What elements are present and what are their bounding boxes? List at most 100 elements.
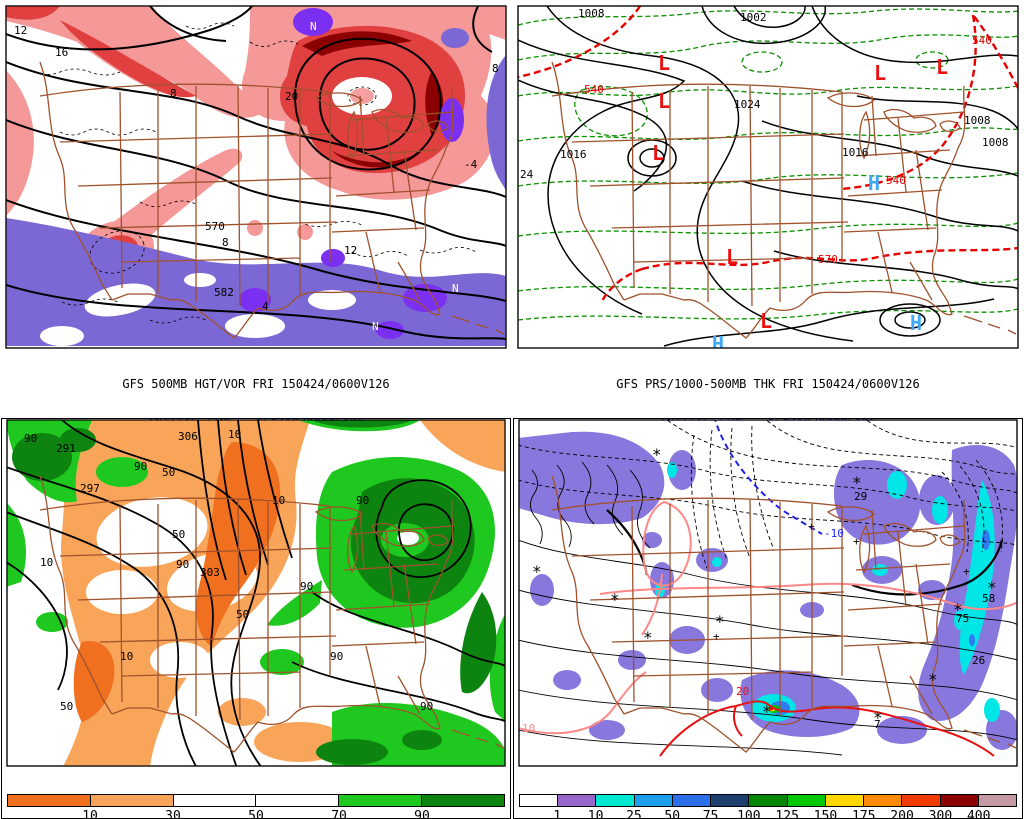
colorbar-tick-label: 125 — [775, 809, 799, 819]
colorbar-strip — [7, 794, 505, 807]
contour-label: 8 — [170, 87, 177, 100]
contour-label: 90 — [134, 460, 147, 473]
colorbar-labels: 1 10 25 50 75 100 125 150 175 200 300 400 — [519, 809, 1017, 819]
contour-label: 90 — [330, 650, 343, 663]
colorbar-tick-label: 150 — [813, 809, 838, 819]
contour-labels: 1008 1002 540 24 1016 1024 1016 1008 1008 540 570 5… — [520, 7, 1009, 266]
pressure-contours — [518, 6, 1018, 347]
contour-label: 10 — [272, 494, 285, 507]
colorbar-segment — [671, 795, 711, 806]
colorbar-segment — [338, 795, 422, 806]
low-marker: L — [874, 61, 886, 85]
contour-label: 90 — [176, 558, 189, 571]
contour-label: 570 — [818, 253, 838, 266]
contour-label: * — [643, 628, 653, 647]
contour-label: 58 — [982, 592, 995, 605]
contour-label: 8 — [492, 62, 499, 75]
contour-label: * — [532, 562, 542, 581]
temp-contours-solid — [519, 461, 1017, 756]
contour-label: 16 — [55, 46, 68, 59]
vorticity-contours-dashed — [29, 22, 477, 324]
map-pmsl-thickness: 1008 1002 540 24 1016 1024 1016 1008 1008 540 570 5… — [517, 5, 1019, 352]
contour-label: 20 — [736, 685, 749, 698]
contour-label: 29 — [854, 490, 867, 503]
colorbar-segment — [172, 795, 256, 806]
low-marker: L — [658, 51, 670, 75]
contour-label: 297 — [80, 482, 100, 495]
contour-label: 10 — [120, 650, 133, 663]
temp-minus10-contour — [714, 420, 823, 535]
temp-plus20-contour — [659, 700, 995, 757]
high-marker: H — [868, 171, 880, 195]
contour-label: 12 — [344, 244, 357, 257]
colorbar-tick-label: 50 — [248, 809, 264, 819]
colorbar-tick-label: 100 — [737, 809, 761, 819]
colorbar-segment — [633, 795, 672, 806]
colorbar-segment — [748, 795, 787, 806]
panel-pmsl-thickness: 1008 1002 540 24 1016 1024 1016 1008 1008 540 570 5… — [512, 0, 1024, 430]
colorbar-segment — [863, 795, 902, 806]
colorbar-segment — [89, 795, 173, 806]
high-pressure-markers: H H H — [712, 171, 922, 352]
colorbar-tick-label: 90 — [414, 809, 430, 819]
contour-label: * — [873, 708, 883, 727]
contour-label: 8 — [222, 236, 229, 249]
colorbar-tick-label: 10 — [82, 809, 98, 819]
contour-label: + — [853, 535, 860, 548]
low-marker: L — [726, 245, 738, 269]
colorbar-tick-label: 10 — [587, 809, 604, 819]
colorbar-segment — [520, 795, 558, 806]
high-marker: H — [712, 332, 724, 352]
low-marker: L — [936, 55, 948, 79]
contour-labels: 90 291 306 10 297 90 50 10 90 50 90 10 303 90 50 90 10 50… — [24, 428, 433, 713]
contour-label: 1008 — [982, 136, 1009, 149]
colorbar-segment — [901, 795, 940, 806]
thickness-contours-green — [518, 8, 1018, 321]
low-marker: L — [760, 309, 772, 333]
colorbar-tick-label: 50 — [664, 809, 681, 819]
contour-label: N — [452, 282, 459, 295]
contour-label: 50 — [60, 700, 73, 713]
contour-label: 303 — [200, 566, 220, 579]
precip-colorbar: 1 10 25 50 75 100 125 150 175 200 300 400 — [519, 794, 1017, 819]
colorbar-segment — [939, 795, 978, 806]
contour-label: 20 — [285, 90, 298, 103]
low-marker: L — [652, 141, 664, 165]
contour-label: + — [713, 630, 720, 643]
contour-label: N — [372, 320, 379, 333]
colorbar-tick-label: 300 — [928, 809, 953, 819]
contour-label: * — [928, 670, 938, 689]
contour-label: 306 — [178, 430, 198, 443]
contour-label: * — [762, 702, 772, 721]
contour-label: 10 — [522, 722, 535, 735]
colorbar-tick-label: 1 — [553, 809, 562, 819]
colorbar-tick-label: 175 — [852, 809, 876, 819]
shading-gaps — [40, 273, 356, 346]
low-marker: L — [658, 89, 670, 113]
rh-spiral-eye — [381, 523, 429, 557]
colorbar-tick-label: 75 — [702, 809, 719, 819]
colorbar-segment — [786, 795, 825, 806]
thickness-contours-red — [518, 6, 1018, 304]
contour-label: 75 — [956, 612, 969, 625]
colorbar-segment — [824, 795, 864, 806]
contour-label: 1002 — [740, 11, 767, 24]
colorbar-tick-label: 400 — [966, 809, 991, 819]
contour-label: 50 — [162, 466, 175, 479]
colorbar-segment — [8, 795, 90, 806]
contour-label: 570 — [205, 220, 225, 233]
vortex-eye — [114, 77, 392, 255]
contour-label: -4 — [464, 158, 478, 171]
colorbar-segment — [255, 795, 339, 806]
contour-label: * — [652, 445, 662, 464]
contour-label: 7 — [874, 718, 881, 731]
contour-label: N — [310, 20, 317, 33]
contour-label: 1016 — [842, 146, 869, 159]
rh-colorbar: 10 30 50 70 90 — [7, 794, 505, 819]
contour-label: * — [852, 473, 862, 492]
